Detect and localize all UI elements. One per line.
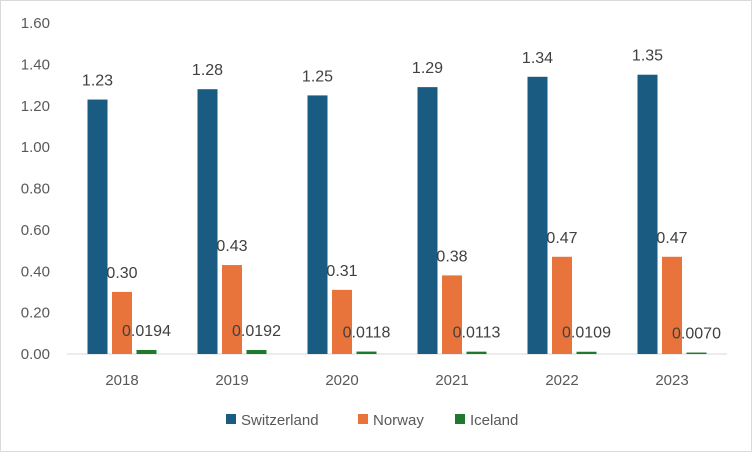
y-tick-label: 1.60: [21, 15, 50, 32]
data-label-switzerland: 1.35: [632, 48, 663, 65]
data-label-switzerland: 1.29: [412, 60, 443, 77]
legend-label-norway: Norway: [373, 412, 424, 429]
bar-iceland: [686, 352, 707, 354]
data-labels-group: 1.23 1.28 1.25 1.29 1.34 1.35 0.30 0.43 0.31 0.38…: [82, 48, 721, 343]
bar-iceland: [576, 351, 597, 354]
x-tick-label: 2021: [435, 372, 468, 389]
data-label-iceland: 0.0070: [672, 326, 721, 343]
x-tick-label: 2020: [325, 372, 358, 389]
data-label-norway: 0.43: [216, 238, 247, 255]
bar-norway: [332, 289, 352, 354]
data-label-switzerland: 1.25: [302, 68, 333, 85]
bar-iceland: [356, 351, 377, 354]
x-tick-label: 2022: [545, 372, 578, 389]
y-tick-label: 0.60: [21, 222, 50, 239]
legend-swatch-switzerland: [226, 414, 236, 424]
y-axis: 0.00 0.20 0.40 0.60 0.80 1.00 1.20 1.40 1.60: [21, 15, 50, 363]
bar-switzerland: [417, 87, 438, 354]
bar-switzerland: [637, 74, 658, 354]
data-label-switzerland: 1.34: [522, 50, 553, 67]
x-axis: 2018 2019 2020 2021 2022 2023: [67, 353, 727, 389]
bar-switzerland: [527, 76, 548, 354]
data-label-switzerland: 1.28: [192, 62, 223, 79]
x-tick-label: 2019: [215, 372, 248, 389]
y-tick-label: 0.40: [21, 263, 50, 280]
data-label-norway: 0.30: [106, 265, 137, 282]
y-tick-label: 0.20: [21, 305, 50, 322]
y-tick-label: 0.00: [21, 346, 50, 363]
x-tick-label: 2023: [655, 372, 688, 389]
data-label-norway: 0.47: [656, 230, 687, 247]
y-tick-label: 1.00: [21, 139, 50, 156]
bar-norway: [662, 256, 682, 354]
legend-label-switzerland: Switzerland: [241, 412, 319, 429]
legend: Switzerland Norway Iceland: [226, 412, 518, 429]
data-label-iceland: 0.0118: [343, 325, 391, 342]
y-tick-label: 0.80: [21, 181, 50, 198]
bars-group: [87, 74, 707, 354]
bar-switzerland: [307, 95, 328, 354]
data-label-iceland: 0.0192: [232, 323, 281, 340]
data-label-iceland: 0.0194: [122, 323, 171, 340]
bar-switzerland: [197, 89, 218, 354]
legend-swatch-iceland: [455, 414, 465, 424]
bar-switzerland: [87, 99, 108, 354]
bar-iceland: [466, 351, 487, 354]
y-tick-label: 1.40: [21, 56, 50, 73]
data-label-norway: 0.31: [326, 263, 357, 280]
bar-norway: [552, 256, 572, 354]
bar-iceland: [136, 349, 157, 354]
data-label-iceland: 0.0109: [562, 325, 611, 342]
y-tick-label: 1.20: [21, 98, 50, 115]
bar-norway: [112, 291, 132, 354]
x-tick-label: 2018: [105, 372, 138, 389]
legend-label-iceland: Iceland: [470, 412, 518, 429]
bar-iceland: [246, 350, 267, 354]
bar-norway: [442, 275, 462, 354]
data-label-norway: 0.38: [436, 248, 467, 265]
data-label-norway: 0.47: [546, 230, 577, 247]
data-label-switzerland: 1.23: [82, 73, 113, 90]
data-label-iceland: 0.0113: [453, 325, 501, 342]
bar-norway: [222, 265, 242, 354]
legend-swatch-norway: [358, 414, 368, 424]
